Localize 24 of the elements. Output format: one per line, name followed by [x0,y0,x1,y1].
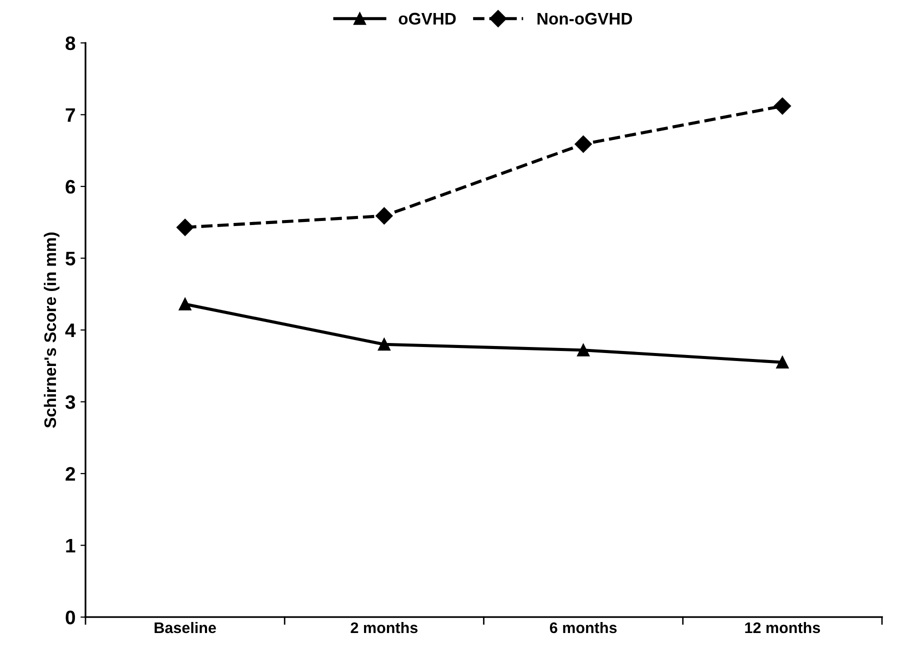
y-tick-label: 1 [66,538,76,552]
y-axis-title: Schirner's Score (in mm) [44,232,60,428]
y-tick-label: 5 [66,252,76,266]
y-tick-label: 2 [66,467,75,481]
x-tick-label: 6 months [550,622,617,634]
legend-label: Non-oGVHD [538,12,632,25]
point [176,218,194,236]
x-tick-label: 2 months [350,622,418,634]
y-tick-label: 8 [66,36,76,50]
y-tick-label: 7 [66,108,75,122]
x-tick-label: Baseline [154,622,216,634]
point [774,98,791,115]
point [574,136,592,153]
point [178,298,192,310]
y-tick-label: 4 [65,324,76,338]
y-tick-label: 3 [65,395,76,410]
point [378,338,390,351]
y-tick-label: 0 [66,610,75,624]
point [376,207,393,224]
point [577,344,590,356]
point [776,356,789,369]
legend-label: oGVHD [398,12,456,25]
y-tick-label: 6 [66,180,76,194]
x-tick-label: 12 months [745,622,820,634]
